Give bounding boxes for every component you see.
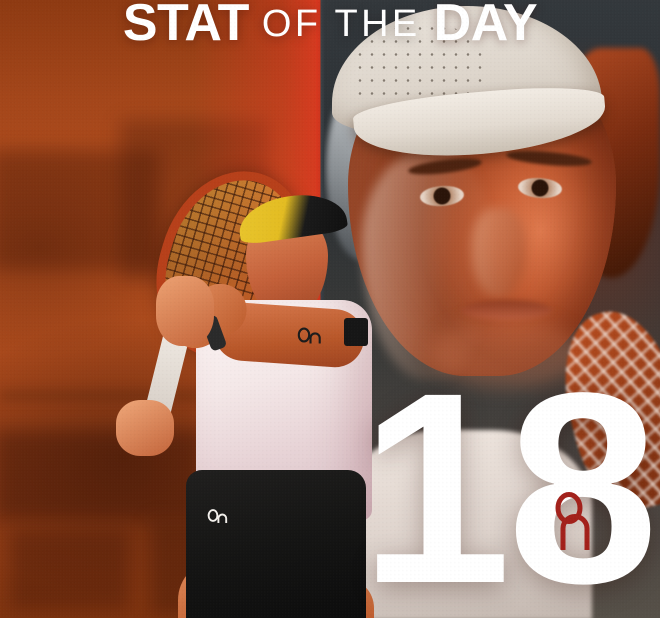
portrait-face	[322, 0, 660, 618]
on-logo-icon	[296, 326, 322, 352]
headline-word-day: DAY	[433, 0, 538, 52]
player-hand-lower	[116, 400, 174, 456]
sponsor-patch-icon	[344, 318, 368, 346]
page-title: STAT OF THE DAY	[0, 0, 660, 54]
mouth	[462, 300, 552, 320]
headline-word-stat: STAT	[122, 0, 250, 52]
action-player-figure	[116, 153, 374, 618]
headline-word-of: OF	[261, 3, 322, 45]
portrait-photo-panel	[322, 0, 660, 618]
stat-number: 18	[360, 336, 659, 618]
on-logo-icon	[206, 508, 228, 530]
player-hand-upper	[156, 276, 214, 346]
on-logo-icon	[548, 488, 606, 558]
chin	[432, 318, 582, 388]
player-shorts	[186, 470, 366, 618]
headline-word-the: THE	[334, 3, 421, 45]
nose	[472, 208, 526, 298]
portrait-shirt	[342, 430, 592, 618]
